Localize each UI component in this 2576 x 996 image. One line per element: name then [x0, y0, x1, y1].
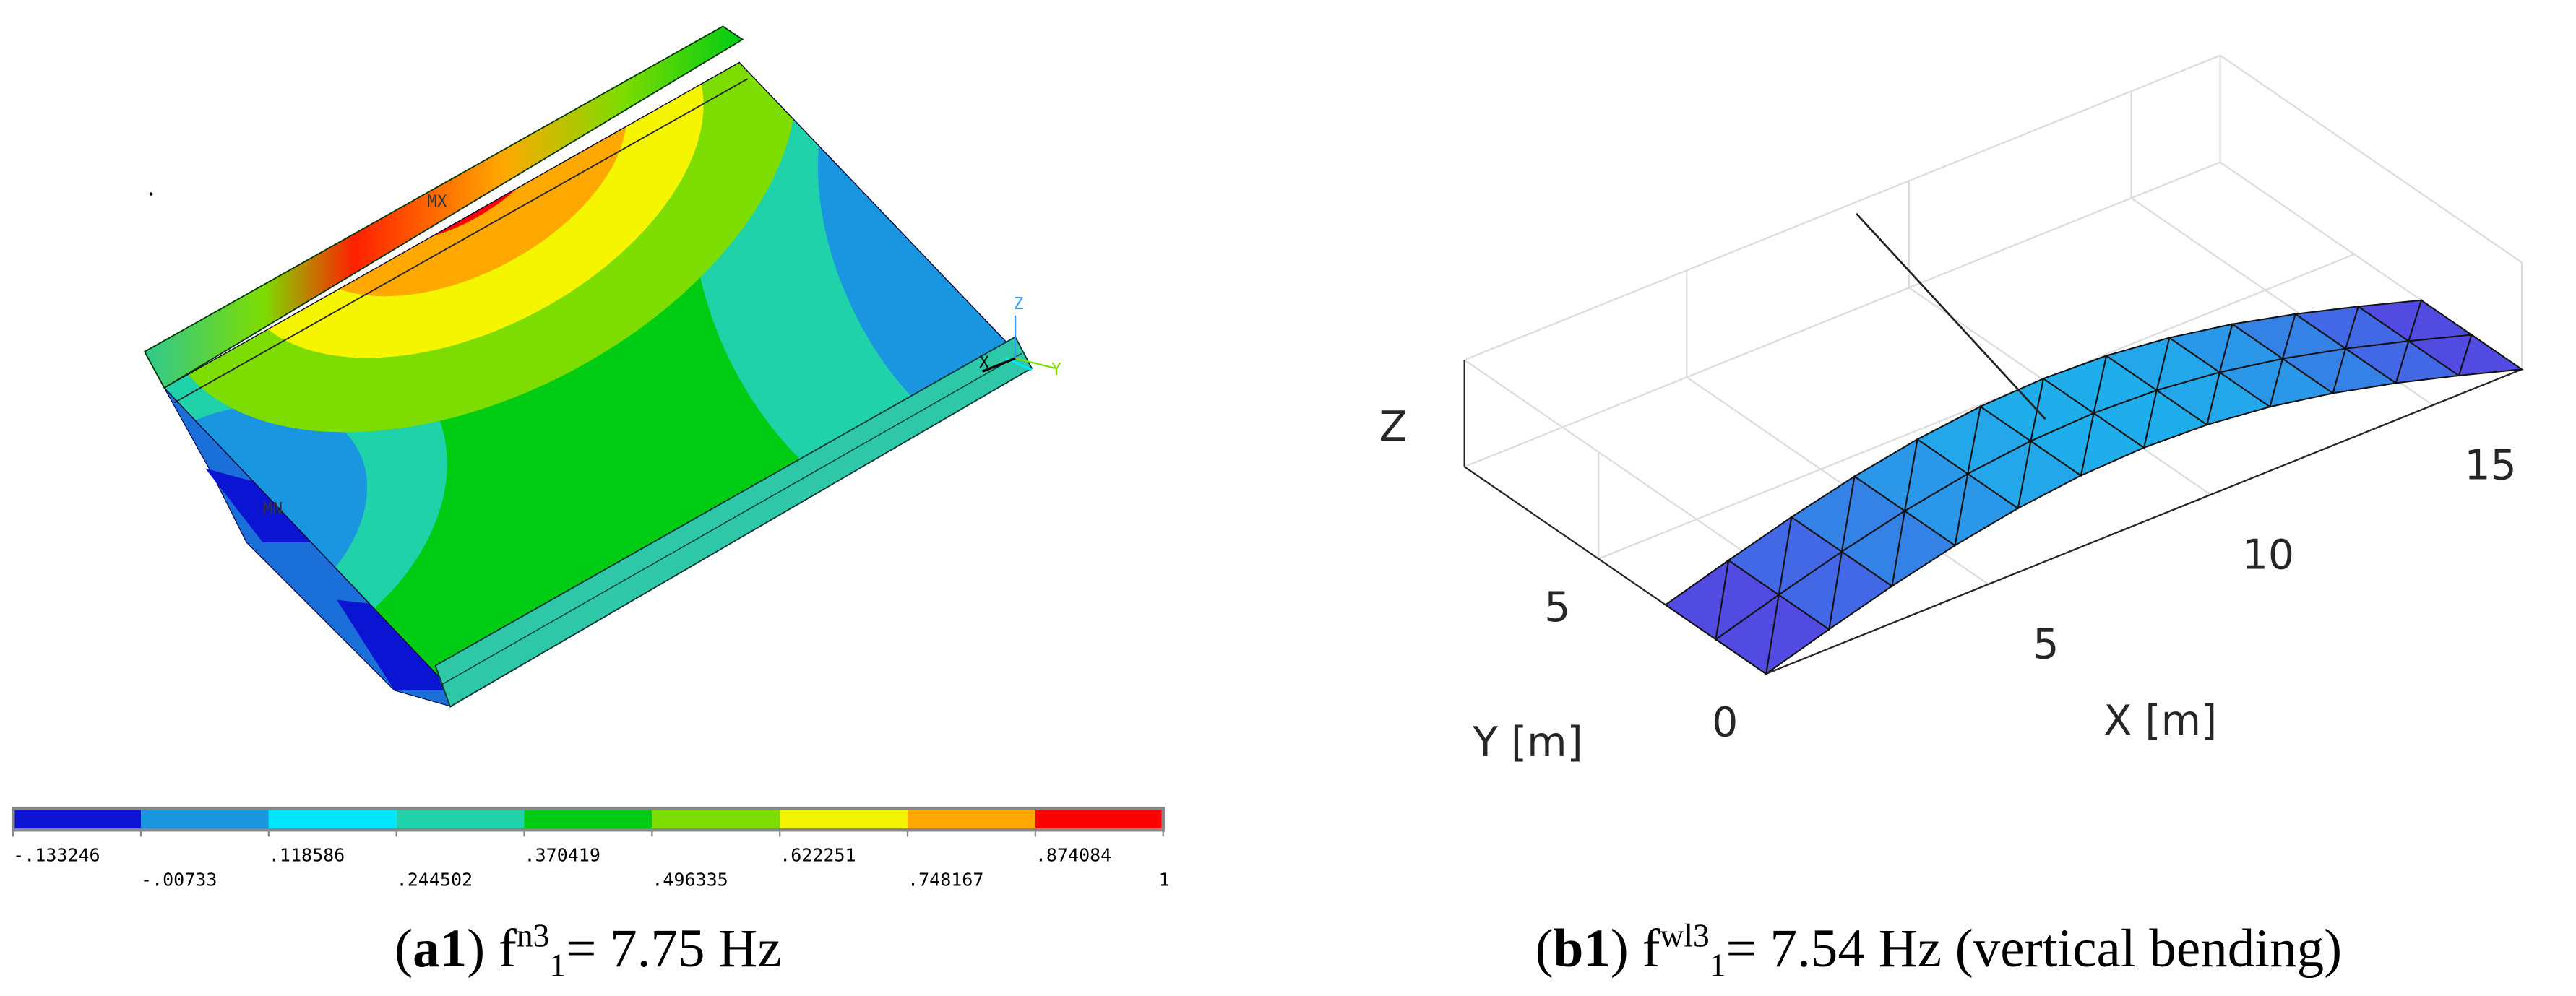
y-tick-label: 5	[1544, 584, 1570, 631]
colorbar-segment	[268, 808, 397, 831]
colorbar-label: .748167	[908, 870, 983, 891]
colorbar-label: .244502	[397, 870, 473, 891]
y-tick-label: 0	[1712, 698, 1738, 746]
colorbar-label: -.133246	[13, 844, 100, 865]
colorbar-label: .370419	[525, 844, 600, 865]
caption-sup: n3	[517, 917, 549, 954]
colorbar-segment	[396, 808, 525, 831]
plot-3d: 5 10 15 0 5	[1463, 54, 2524, 746]
x-tick-label: 15	[2464, 441, 2516, 489]
mesh-face	[2230, 313, 2296, 360]
x-tick-label: 10	[2242, 531, 2294, 579]
marker-label: MN	[263, 500, 283, 519]
mesh-face	[2356, 299, 2423, 342]
x-axis-label: X [m]	[2103, 697, 2217, 745]
colorbar-label: .496335	[652, 870, 728, 891]
axis-line	[1856, 212, 2046, 420]
triad-label: X	[979, 354, 989, 373]
caption-eq: = 7.54 Hz (vertical bending)	[1726, 919, 2342, 979]
colorbar-frame	[11, 807, 1165, 832]
box-edge	[1464, 54, 2221, 361]
marker-label: MX	[427, 193, 447, 212]
fem-model	[143, 25, 1055, 708]
triad-label: Y	[1051, 360, 1061, 379]
caption-label: b1	[1554, 919, 1611, 979]
caption-b: (b1) fwl31= 7.54 Hz (vertical bending)	[1535, 917, 2342, 984]
caption-eq: = 7.75 Hz	[566, 919, 782, 979]
mesh-face	[1727, 515, 1793, 597]
colorbar-segment	[780, 808, 908, 831]
colorbar-segment	[141, 808, 269, 831]
colorbar-label: .622251	[780, 844, 856, 865]
colorbar-segment	[13, 808, 142, 831]
caption-sup: wl3	[1660, 917, 1710, 954]
colorbar-label: -.00733	[141, 870, 217, 891]
colorbar-segment	[524, 808, 652, 831]
caption-symbol: f	[1642, 919, 1660, 979]
mesh-face	[1853, 438, 1919, 513]
box-edge	[1464, 359, 1767, 568]
grid-line	[1598, 253, 2355, 560]
box-edge	[1464, 161, 2221, 468]
y-axis-label: Y [m]	[1472, 719, 1582, 766]
mesh-face	[2293, 306, 2360, 350]
colorbar-label: .118586	[269, 844, 345, 865]
mesh-face	[2104, 337, 2171, 392]
mesh-face	[1790, 475, 1856, 553]
colorbar: -.133246 -.00733 .118586 .244502 .370419 .496…	[11, 807, 1170, 891]
caption-sub: 1	[549, 947, 566, 984]
colorbar-segment	[1035, 808, 1163, 831]
z-axis-label: Z	[1379, 403, 1408, 451]
colorbar-segment	[908, 808, 1035, 831]
caption-sub: 1	[1710, 947, 1726, 984]
colorbar-segment	[652, 808, 780, 831]
caption-a: (a1) fn31= 7.75 Hz	[395, 917, 782, 984]
x-tick-label: 5	[2033, 620, 2059, 668]
x-axis	[1765, 368, 2523, 675]
box-edge	[2219, 54, 2523, 264]
caption-label: a1	[413, 919, 467, 979]
caption-symbol: f	[499, 919, 517, 979]
mesh-face	[1916, 404, 1982, 475]
mesh-face	[2167, 323, 2233, 374]
colorbar-label: 1	[1159, 870, 1170, 891]
mesh-face	[2041, 354, 2108, 415]
colorbar-label: .874084	[1035, 844, 1111, 865]
mesh-face	[1664, 558, 1730, 641]
triad-label: Z	[1014, 295, 1024, 313]
